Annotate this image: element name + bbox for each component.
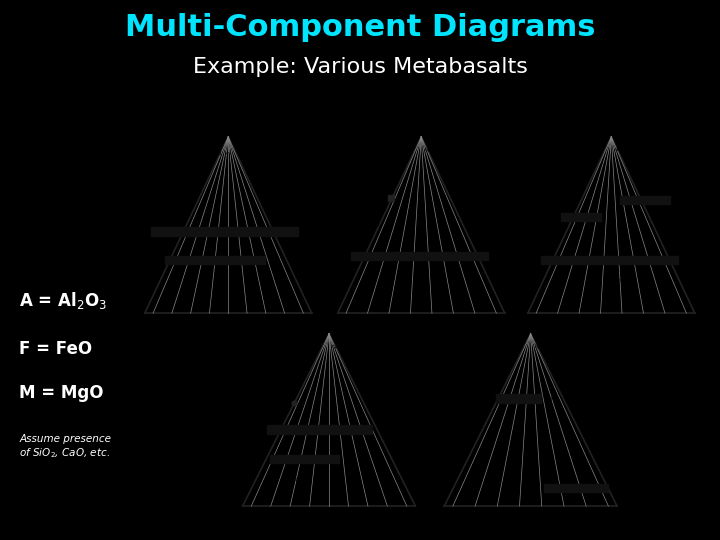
Text: Assume presence
of SiO$_2$, CaO, etc.: Assume presence of SiO$_2$, CaO, etc. bbox=[19, 434, 111, 460]
Text: st: st bbox=[354, 191, 359, 195]
Text: A = Al$_2$O$_3$: A = Al$_2$O$_3$ bbox=[19, 290, 107, 311]
Text: gt: gt bbox=[479, 424, 485, 429]
Text: chl: chl bbox=[544, 397, 552, 402]
Text: chl: chl bbox=[232, 244, 240, 248]
Text: F: F bbox=[231, 509, 235, 517]
Text: chl: chl bbox=[333, 438, 341, 443]
Text: opx: opx bbox=[615, 278, 625, 283]
Text: gt: gt bbox=[554, 212, 560, 217]
Text: F: F bbox=[326, 316, 330, 325]
Text: A: A bbox=[326, 320, 332, 329]
Text: M: M bbox=[624, 509, 631, 517]
Text: ky: ky bbox=[425, 147, 431, 152]
Text: Granute facies: Granute facies bbox=[579, 334, 644, 343]
Text: M: M bbox=[512, 316, 518, 325]
Text: Example: Various Metabasalts: Example: Various Metabasalts bbox=[192, 57, 528, 77]
Text: chl: chl bbox=[165, 212, 173, 217]
Text: F = FeO: F = FeO bbox=[19, 340, 92, 357]
Text: F: F bbox=[433, 509, 437, 517]
Text: M = MgO: M = MgO bbox=[19, 384, 104, 402]
Text: M: M bbox=[702, 316, 708, 325]
Text: and  ky: and ky bbox=[212, 151, 232, 156]
Text: ky,  pa l: ky, pa l bbox=[330, 344, 353, 349]
Text: si: si bbox=[615, 147, 619, 152]
Text: M: M bbox=[423, 509, 429, 517]
Text: A: A bbox=[418, 123, 424, 132]
Text: bi: bi bbox=[399, 271, 404, 276]
Text: stp: stp bbox=[290, 477, 299, 482]
Text: ta l: ta l bbox=[564, 475, 573, 480]
Text: gl: gl bbox=[277, 424, 282, 429]
Text: F: F bbox=[133, 316, 138, 325]
Text: gt: gt bbox=[374, 222, 380, 227]
Text: Blueschist facies: Blueschist facies bbox=[289, 523, 369, 531]
Text: A: A bbox=[608, 123, 614, 132]
Text: chl: chl bbox=[260, 403, 268, 409]
Text: ky: ky bbox=[534, 344, 540, 349]
Text: A: A bbox=[225, 123, 231, 132]
Text: Amphibote facies: Amphibote facies bbox=[384, 334, 458, 343]
Text: cd: cd bbox=[631, 201, 638, 206]
Text: Eclogite facies: Eclogite facies bbox=[496, 523, 565, 531]
Text: M: M bbox=[319, 316, 325, 325]
Text: bi: bi bbox=[201, 274, 206, 279]
Text: Greenschist facies: Greenschist facies bbox=[186, 334, 270, 343]
Text: Multi-Component Diagrams: Multi-Component Diagrams bbox=[125, 14, 595, 43]
Text: A: A bbox=[528, 320, 534, 329]
Text: F: F bbox=[516, 316, 521, 325]
